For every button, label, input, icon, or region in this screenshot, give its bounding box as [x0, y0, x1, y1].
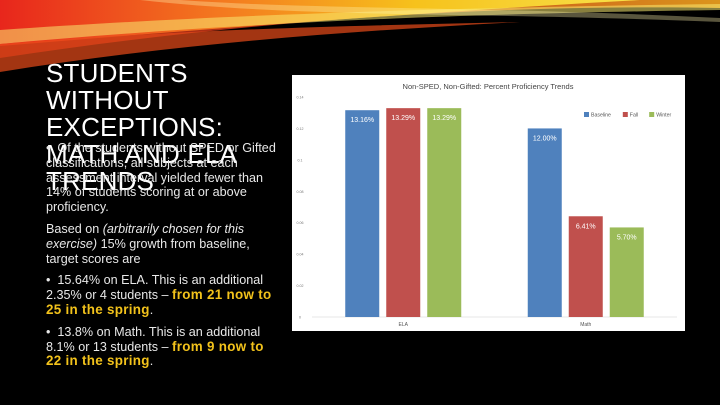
- bullet-math-highlight: from 9 now to 22 in the spring: [46, 338, 264, 369]
- bar-math-winter: [609, 227, 644, 317]
- bar-ela-baseline: [345, 110, 380, 317]
- bullet-ela-end: .: [149, 302, 154, 317]
- target-italic: (arbitrarily chosen for this exercise): [46, 221, 245, 251]
- chart-title: Non-SPED, Non-Gifted: Percent Proficienc…: [403, 82, 574, 91]
- bullet-summary: • Of the students without SPED or Gifted…: [46, 141, 282, 215]
- legend-label: Fall: [630, 113, 638, 119]
- y-tick-label: 0.08: [297, 190, 304, 194]
- y-tick-label: 0.1: [298, 158, 303, 162]
- y-tick-label: 0.04: [297, 253, 304, 257]
- data-label: 13.29%: [391, 115, 415, 122]
- legend-swatch: [584, 112, 589, 117]
- slide-title: Students without exceptions: Math and EL…: [46, 58, 236, 196]
- decorative-swoosh: [0, 0, 720, 72]
- slide-body: • Of the students without SPED or Gifted…: [46, 141, 282, 376]
- legend-swatch: [649, 112, 655, 117]
- legend-swatch: [622, 112, 628, 117]
- y-tick-label: 0.02: [297, 284, 304, 288]
- legend-label: Winter: [656, 113, 671, 119]
- target-suffix: 15% growth from baseline, target scores …: [46, 236, 250, 266]
- bullet-glyph: •: [46, 273, 51, 288]
- target-prefix: Based on: [46, 221, 103, 236]
- bullet-glyph: •: [46, 324, 51, 339]
- y-tick-label: 0.12: [297, 127, 304, 131]
- proficiency-bar-chart: Non-SPED, Non-Gifted: Percent Proficienc…: [297, 82, 677, 328]
- y-tick-label: 0.14: [297, 96, 304, 100]
- bullet-glyph: •: [46, 141, 51, 155]
- bar-ela-fall: [386, 108, 421, 318]
- y-tick-label: 0.06: [297, 221, 304, 225]
- data-label: 13.29%: [432, 115, 456, 122]
- bar-math-fall: [568, 216, 603, 317]
- data-label: 5.70%: [617, 234, 637, 241]
- bullet-math-text: 13.8% on Math. This is an additional 8.1…: [46, 324, 261, 354]
- bullet-ela-text: 15.64% on ELA. This is an additional 2.3…: [46, 273, 264, 303]
- data-label: 12.00%: [533, 135, 557, 142]
- chart-container: Non-SPED, Non-Gifted: Percent Proficienc…: [292, 75, 685, 331]
- x-tick-label: ELA: [399, 322, 409, 328]
- bar-ela-winter: [427, 108, 462, 318]
- bullet-ela: • 15.64% on ELA. This is an additional 2…: [46, 273, 282, 317]
- target-paragraph: Based on (arbitrarily chosen for this ex…: [46, 222, 282, 266]
- y-tick-label: 0: [299, 316, 301, 320]
- data-label: 6.41%: [576, 223, 596, 230]
- bullet-math: • 13.8% on Math. This is an additional 8…: [46, 325, 282, 369]
- bullet-ela-highlight: from 21 now to 25 in the spring: [46, 287, 272, 317]
- x-tick-label: Math: [580, 322, 591, 328]
- bar-math-baseline: [527, 128, 562, 317]
- legend-label: Baseline: [591, 113, 611, 119]
- bullet-math-end: .: [149, 354, 154, 369]
- bullet-summary-text: Of the students without SPED or Gifted c…: [46, 141, 276, 215]
- data-label: 13.16%: [350, 117, 374, 124]
